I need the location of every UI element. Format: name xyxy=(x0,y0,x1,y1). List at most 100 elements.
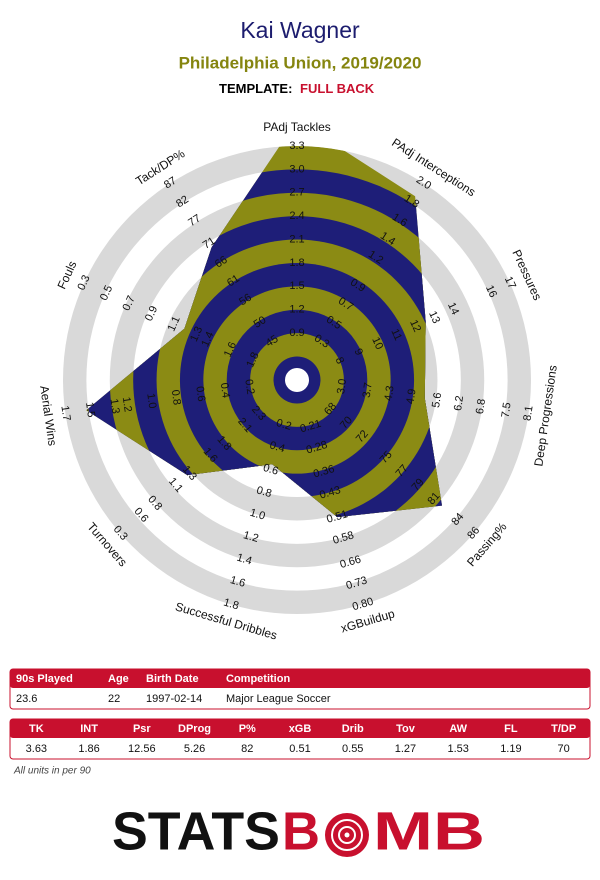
tick-label: 0.9 xyxy=(289,327,304,339)
tick-label: 5.6 xyxy=(430,392,444,409)
stats-header xyxy=(10,719,590,738)
tick-label: 1.5 xyxy=(83,401,97,418)
tick-label: 0.7 xyxy=(120,294,137,313)
tick-label: 0.36 xyxy=(312,463,336,481)
tick-label: 3.0 xyxy=(289,163,304,175)
tick-label: 1.0 xyxy=(248,507,266,523)
tick-label: 0.21 xyxy=(299,418,323,436)
tick-label: 1.2 xyxy=(242,529,260,545)
tick-label: 77 xyxy=(186,212,203,229)
tick-label: 4.3 xyxy=(383,385,397,402)
tick-label: 13 xyxy=(426,309,442,325)
table-header: DProg xyxy=(178,723,211,735)
tick-label: 0.51 xyxy=(325,508,349,526)
tick-label: 12 xyxy=(407,318,423,334)
table-header: Competition xyxy=(226,673,290,685)
table-header: T/DP xyxy=(551,723,576,735)
table-header: AW xyxy=(449,723,467,735)
tick-label: 16 xyxy=(483,283,499,299)
template-name: FULL BACK xyxy=(300,81,375,96)
tick-label: 0.4 xyxy=(268,439,286,455)
table-cell: 23.6 xyxy=(16,693,37,705)
template-line: TEMPLATE: FULL BACK xyxy=(219,81,375,96)
tick-label: 1.1 xyxy=(166,314,183,333)
tick-label: 1.7 xyxy=(58,405,72,422)
tick-label: 1.6 xyxy=(222,340,239,359)
tick-label: 0.2 xyxy=(275,417,293,433)
table-header: 90s Played xyxy=(16,673,73,685)
table-header: Psr xyxy=(133,723,151,735)
axis-name: Aerial Wins xyxy=(37,385,59,447)
tick-label: 0.6 xyxy=(262,462,280,478)
table-cell: 70 xyxy=(558,743,570,755)
tick-label: 1.5 xyxy=(289,280,304,292)
tick-label: 7.5 xyxy=(500,402,514,419)
tick-label: 2.1 xyxy=(289,233,304,245)
radar-clip xyxy=(86,146,443,518)
axis-name: Deep Progressions xyxy=(531,364,559,467)
tick-label: 1.8 xyxy=(289,257,304,269)
tick-label: 0.3 xyxy=(75,273,92,292)
tick-label: 1.8 xyxy=(244,350,261,369)
tick-label: 6.8 xyxy=(474,398,488,415)
tick-label: 2.7 xyxy=(289,187,304,199)
logo-target xyxy=(338,826,356,844)
tick-label: 1.0 xyxy=(144,393,158,410)
tick-label: 0.4 xyxy=(218,382,232,399)
tick-label: 9 xyxy=(352,347,365,358)
tick-label: 0.66 xyxy=(339,553,363,571)
table-cell: 1.19 xyxy=(500,743,521,755)
tick-label: 3.0 xyxy=(335,378,349,395)
tick-label: 14 xyxy=(445,301,461,317)
tick-label: 3.3 xyxy=(289,140,304,152)
template-label: TEMPLATE: xyxy=(219,81,292,96)
table-cell: 1997-02-14 xyxy=(146,693,202,705)
tick-label: 0.58 xyxy=(331,529,355,547)
title: Kai Wagner xyxy=(240,17,360,43)
table-header: xGB xyxy=(289,723,312,735)
table-cell: 1.27 xyxy=(395,743,416,755)
table-cell: 82 xyxy=(241,743,253,755)
tick-label: 0.28 xyxy=(305,439,329,457)
tick-label: 3.7 xyxy=(361,382,375,399)
center xyxy=(285,368,309,392)
table-header: TK xyxy=(29,723,44,735)
logo: STATS B MB xyxy=(112,801,485,861)
axis-name: xGBuildup xyxy=(339,606,396,635)
tick-label: 1.6 xyxy=(229,574,247,590)
logo-text: MB xyxy=(373,801,485,861)
radar-fill xyxy=(86,146,443,518)
table-cell: 12.56 xyxy=(128,743,156,755)
tick-label: 1.3 xyxy=(188,325,205,344)
tick-label: 2.4 xyxy=(289,210,304,222)
tick-label: 45 xyxy=(264,333,281,350)
tick-label: 8.1 xyxy=(521,405,535,422)
tick-label: 61 xyxy=(225,273,242,290)
tick-label: 8 xyxy=(333,355,346,366)
logo-text: STATS xyxy=(112,801,280,861)
tick-label: 1.4 xyxy=(235,552,253,568)
table-header: Drib xyxy=(342,723,364,735)
tick-label: 0.43 xyxy=(318,484,342,502)
subtitle: Philadelphia Union, 2019/2020 xyxy=(179,53,422,72)
tick-label: 0.8 xyxy=(255,484,273,500)
tick-label: 1.2 xyxy=(289,304,304,316)
tick-label: 0.8 xyxy=(169,389,183,406)
tick-label: 1.2 xyxy=(120,396,134,413)
table-header: Birth Date xyxy=(146,673,199,685)
table-cell: 1.53 xyxy=(447,743,468,755)
tick-label: 1.8 xyxy=(222,597,240,613)
tick-label: 11 xyxy=(388,327,404,342)
tick-label: 6.2 xyxy=(452,395,466,412)
tick-label: 0.80 xyxy=(351,596,375,614)
tick-label: 87 xyxy=(162,175,179,192)
table-cell: 22 xyxy=(108,693,120,705)
axis-name: PAdj Tackles xyxy=(263,120,331,134)
tick-label: 50 xyxy=(252,314,269,331)
table-cell: 3.63 xyxy=(26,743,47,755)
table-header: P% xyxy=(239,723,256,735)
table-header: Age xyxy=(108,673,129,685)
table-cell: 0.55 xyxy=(342,743,363,755)
tick-label: 56 xyxy=(237,292,254,309)
